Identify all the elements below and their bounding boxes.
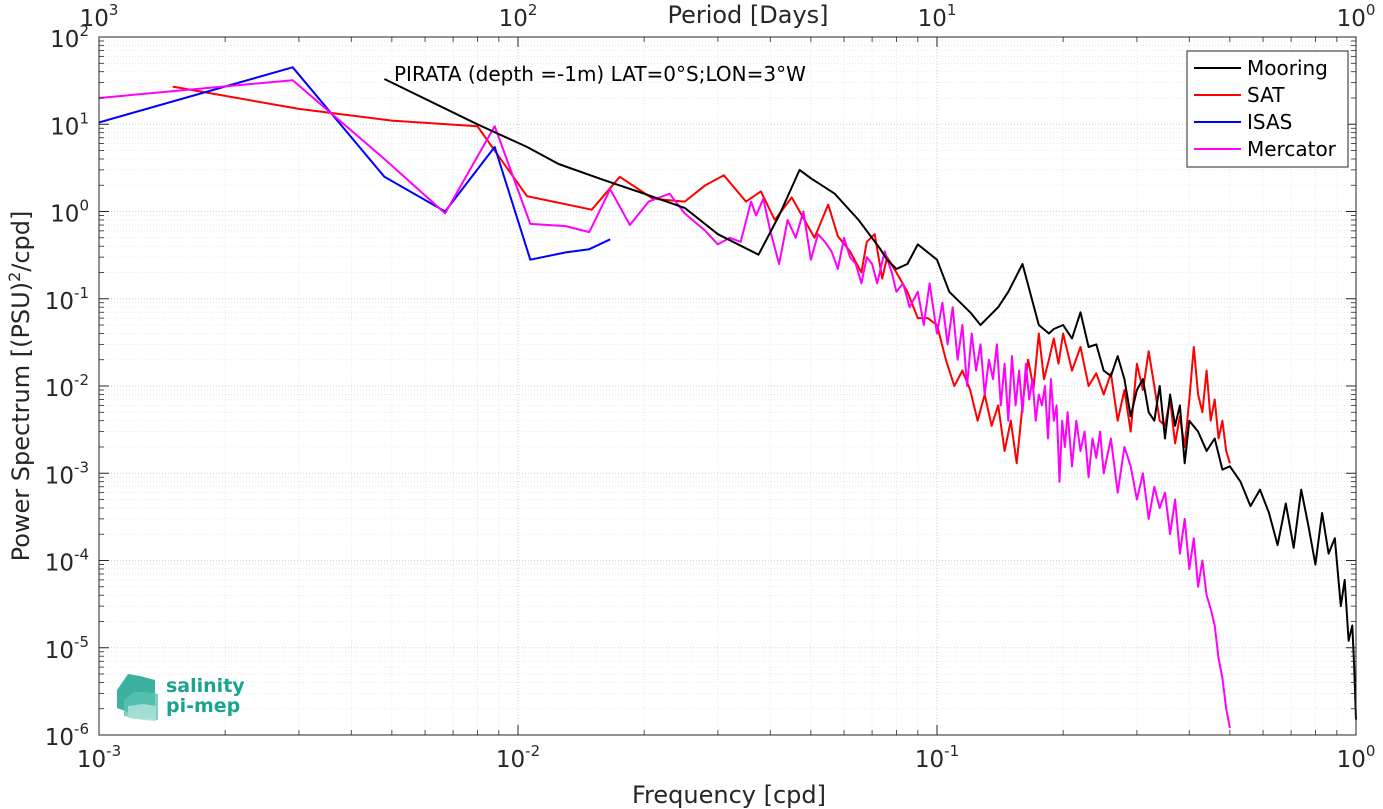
y-tick-exp: -4	[74, 546, 89, 564]
chart-annotation: PIRATA (depth =-1m) LAT=0°S;LON=3°W	[394, 62, 806, 86]
y-tick-base: 10	[50, 27, 79, 53]
top-tick-base: 10	[80, 6, 109, 32]
y-tick-label: 10-3	[45, 458, 89, 489]
logo-text-line1: salinity	[166, 675, 245, 697]
top-tick-label: 103	[80, 1, 119, 32]
y-tick-label: 10-6	[45, 720, 89, 751]
y-tick-base: 10	[45, 463, 74, 489]
series-line-sat	[172, 85, 1231, 465]
legend-label-mercator: Mercator	[1247, 137, 1337, 161]
x-tick-base: 10	[915, 747, 944, 773]
top-tick-label: 101	[918, 1, 957, 32]
legend-label-mooring: Mooring	[1247, 56, 1328, 80]
y-tick-base: 10	[45, 289, 74, 315]
y-tick-base: 10	[50, 114, 79, 140]
y-tick-label: 10-2	[45, 371, 89, 402]
y-tick-label: 102	[50, 22, 89, 53]
top-tick-exp: 0	[1366, 1, 1376, 19]
x-tick-label: 10-1	[915, 742, 959, 773]
top-axis-title: Period [Days]	[667, 1, 828, 29]
top-tick-base: 10	[1337, 6, 1366, 32]
y-tick-base: 10	[45, 376, 74, 402]
x-tick-base: 10	[77, 747, 106, 773]
y-tick-exp: -5	[74, 633, 89, 651]
logo-wave-icon-layer3	[128, 704, 156, 721]
x-axis-title: Frequency [cpd]	[632, 781, 826, 809]
y-tick-base: 10	[50, 202, 79, 228]
ticks-layer	[98, 36, 1357, 736]
y-axis-title-main: Power Spectrum [(PSU)	[7, 282, 35, 561]
y-tick-exp: -6	[74, 720, 89, 738]
y-tick-label: 10-4	[45, 546, 89, 577]
legend-box	[1186, 50, 1349, 168]
y-tick-label: 100	[50, 197, 89, 228]
x-tick-exp: -1	[944, 742, 959, 760]
series-line-mooring	[383, 78, 1357, 720]
y-tick-exp: 1	[79, 109, 89, 127]
legend-items: Mooring SAT ISAS Mercator	[1194, 56, 1337, 161]
top-tick-base: 10	[499, 6, 528, 32]
y-tick-exp: -3	[74, 458, 89, 476]
top-tick-label: 102	[499, 1, 538, 32]
y-tick-base: 10	[45, 638, 74, 664]
x-tick-exp: 0	[1366, 742, 1376, 760]
y-tick-label: 10-5	[45, 633, 89, 664]
y-tick-label: 10-1	[45, 284, 89, 315]
y-axis-title-exp: 2	[5, 272, 24, 282]
x-tick-exp: -2	[525, 742, 540, 760]
x-tick-label: 10-2	[496, 742, 540, 773]
x-tick-base: 10	[496, 747, 525, 773]
legend: Mooring SAT ISAS Mercator	[1186, 50, 1349, 168]
y-tick-base: 10	[45, 725, 74, 751]
series-line-isas	[98, 66, 611, 261]
y-tick-exp: 2	[79, 22, 89, 40]
y-tick-label: 101	[50, 109, 89, 140]
series-layer	[98, 66, 1357, 729]
logo-text-line2: pi-mep	[166, 695, 240, 717]
top-tick-label: 100	[1337, 1, 1376, 32]
y-tick-exp: -2	[74, 371, 89, 389]
series-line-mercator	[98, 79, 1231, 729]
top-tick-exp: 3	[109, 1, 119, 19]
x-tick-exp: -3	[106, 742, 121, 760]
y-axis-title-tail: /cpd]	[7, 211, 35, 272]
y-tick-exp: 0	[79, 197, 89, 215]
top-tick-exp: 1	[947, 1, 957, 19]
top-tick-base: 10	[918, 6, 947, 32]
legend-label-isas: ISAS	[1247, 110, 1292, 134]
y-tick-base: 10	[45, 551, 74, 577]
top-tick-exp: 2	[528, 1, 538, 19]
x-tick-label: 10-3	[77, 742, 121, 773]
y-tick-exp: -1	[74, 284, 89, 302]
x-tick-base: 10	[1337, 747, 1366, 773]
minor-grid	[99, 37, 1356, 735]
legend-label-sat: SAT	[1247, 83, 1285, 107]
x-tick-label: 100	[1337, 742, 1376, 773]
y-axis-title: Power Spectrum [(PSU)2/cpd]	[5, 211, 35, 562]
salinity-pi-mep-logo: salinity pi-mep	[117, 674, 245, 721]
